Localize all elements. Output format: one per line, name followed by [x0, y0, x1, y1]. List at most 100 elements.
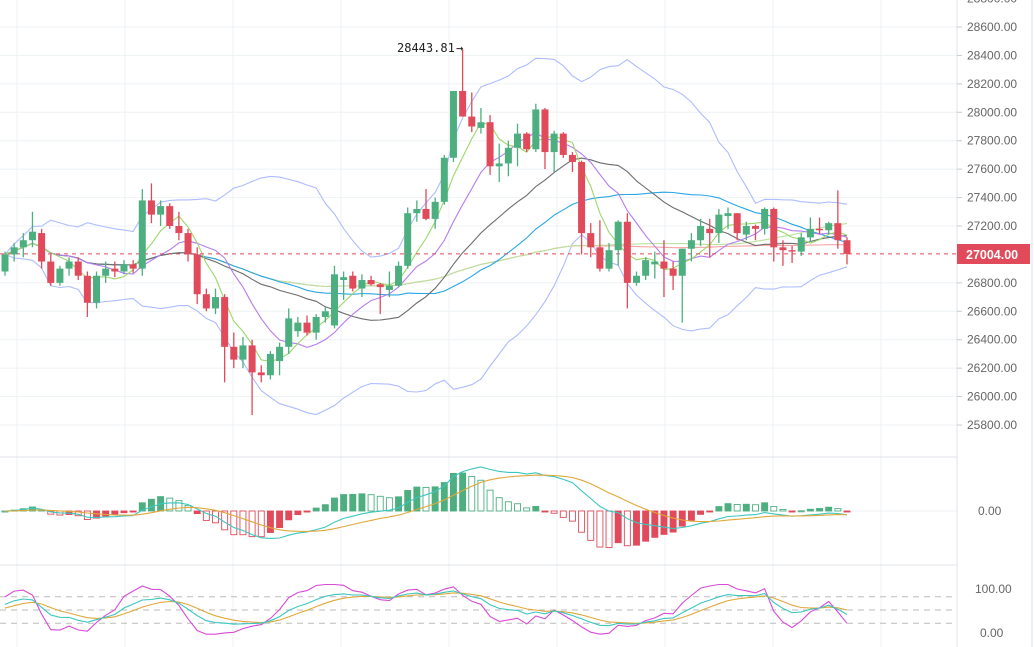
candle-up: [1, 254, 9, 272]
candle-up: [532, 109, 540, 150]
macd-histogram-bar: [276, 510, 284, 528]
candle-up: [413, 208, 421, 214]
macd-zero-label: 0.00: [978, 504, 1002, 518]
macd-histogram-bar: [212, 510, 219, 524]
candle-down: [147, 200, 155, 215]
macd-histogram-bar: [440, 482, 448, 512]
candle-down: [623, 221, 631, 283]
candle-down: [349, 275, 357, 289]
macd-histogram-bar: [742, 503, 750, 512]
macd-histogram-bar: [504, 501, 512, 512]
axis-tick-label: 26800.00: [967, 276, 1017, 290]
candle-up: [285, 318, 293, 347]
macd-histogram-bar: [715, 506, 723, 512]
candle-down: [166, 206, 174, 226]
macd-histogram-bar: [761, 502, 769, 512]
macd-histogram-bar: [166, 497, 174, 512]
macd-histogram-bar: [230, 510, 238, 536]
axis-tick-label: 26000.00: [967, 390, 1017, 404]
candle-down: [706, 228, 714, 234]
axis-tick-label: 27800.00: [967, 134, 1017, 148]
macd-histogram-bar: [559, 510, 567, 518]
macd-histogram-bar: [770, 506, 778, 512]
candle-up: [120, 264, 128, 272]
last-price-badge: [957, 244, 1030, 264]
macd-histogram-bar: [422, 486, 430, 512]
macd-histogram-bar: [660, 510, 668, 535]
candle-down: [751, 226, 759, 229]
axis-tick-label: 27200.00: [967, 219, 1017, 233]
macd-histogram-bar: [706, 510, 714, 513]
candle-up: [825, 223, 833, 231]
macd-histogram-bar: [385, 497, 393, 512]
candle-up: [715, 214, 723, 234]
macd-histogram-bar: [825, 506, 833, 512]
macd-histogram-bar: [239, 510, 247, 536]
candle-up: [605, 250, 613, 269]
arrow-right-icon: →: [456, 41, 463, 55]
candle-down: [486, 122, 494, 167]
candle-down: [221, 297, 229, 347]
macd-histogram-bar: [834, 508, 842, 512]
candle-up: [19, 240, 27, 248]
candle-up: [385, 285, 393, 290]
macd-histogram-bar: [294, 510, 302, 516]
candle-up: [321, 311, 329, 317]
macd-histogram-bar: [687, 510, 695, 521]
macd-histogram-bar: [358, 493, 366, 512]
price-axis[interactable]: 28800.00 28600.00 28400.00 28200.00 28000.00…: [956, 0, 1034, 647]
macd-histogram-bar: [248, 510, 256, 538]
candle-up: [797, 237, 805, 252]
macd-histogram-bar: [285, 510, 293, 521]
candle-down: [468, 116, 476, 127]
candle-up: [504, 147, 512, 164]
candle-up: [239, 345, 247, 360]
candle-down: [303, 322, 311, 333]
axis-tick-label: 27600.00: [967, 162, 1017, 176]
macd-histogram-bar: [568, 510, 576, 522]
macd-histogram-bar: [340, 494, 348, 512]
candle-down: [770, 208, 778, 248]
candle-down: [175, 226, 183, 234]
macd-histogram-bar: [788, 510, 796, 513]
candle-down: [669, 268, 677, 276]
candle-down: [733, 213, 741, 234]
macd-histogram-bar: [349, 493, 357, 512]
macd-histogram-bar: [431, 486, 439, 512]
candle-down: [587, 233, 595, 248]
candle-down: [230, 346, 238, 360]
candle-up: [312, 316, 320, 333]
macd-histogram-bar: [477, 479, 485, 512]
macd-histogram-bar: [843, 510, 851, 513]
candle-down: [367, 280, 375, 285]
macd-histogram-bar: [669, 510, 677, 533]
macd-histogram-bar: [120, 510, 128, 514]
candle-down: [523, 133, 531, 150]
macd-histogram-bar: [202, 510, 210, 521]
axis-tick-label: 26400.00: [967, 333, 1017, 347]
macd-histogram-bar: [697, 510, 705, 515]
candle-down: [111, 268, 119, 272]
macd-histogram-bar: [614, 510, 622, 544]
macd-histogram-bar: [541, 510, 549, 513]
kdj-100-label: 100.00: [975, 582, 1012, 596]
candle-down: [843, 240, 851, 254]
candle-down: [834, 223, 842, 241]
candle-up: [614, 221, 622, 251]
candle-up: [266, 353, 274, 376]
candle-down: [184, 233, 192, 255]
macd-histogram-bar: [367, 494, 375, 512]
macd-histogram-bar: [605, 510, 613, 548]
candle-up: [157, 206, 165, 215]
macd-histogram-bar: [514, 503, 521, 512]
candle-down: [596, 247, 604, 269]
candle-up: [495, 163, 503, 167]
candle-down: [459, 90, 467, 117]
candle-up: [642, 260, 650, 276]
candle-up: [10, 247, 18, 255]
macd-histogram-bar: [816, 508, 823, 512]
candle-down: [422, 208, 430, 219]
candle-down: [202, 294, 210, 309]
candle-down: [129, 264, 137, 269]
